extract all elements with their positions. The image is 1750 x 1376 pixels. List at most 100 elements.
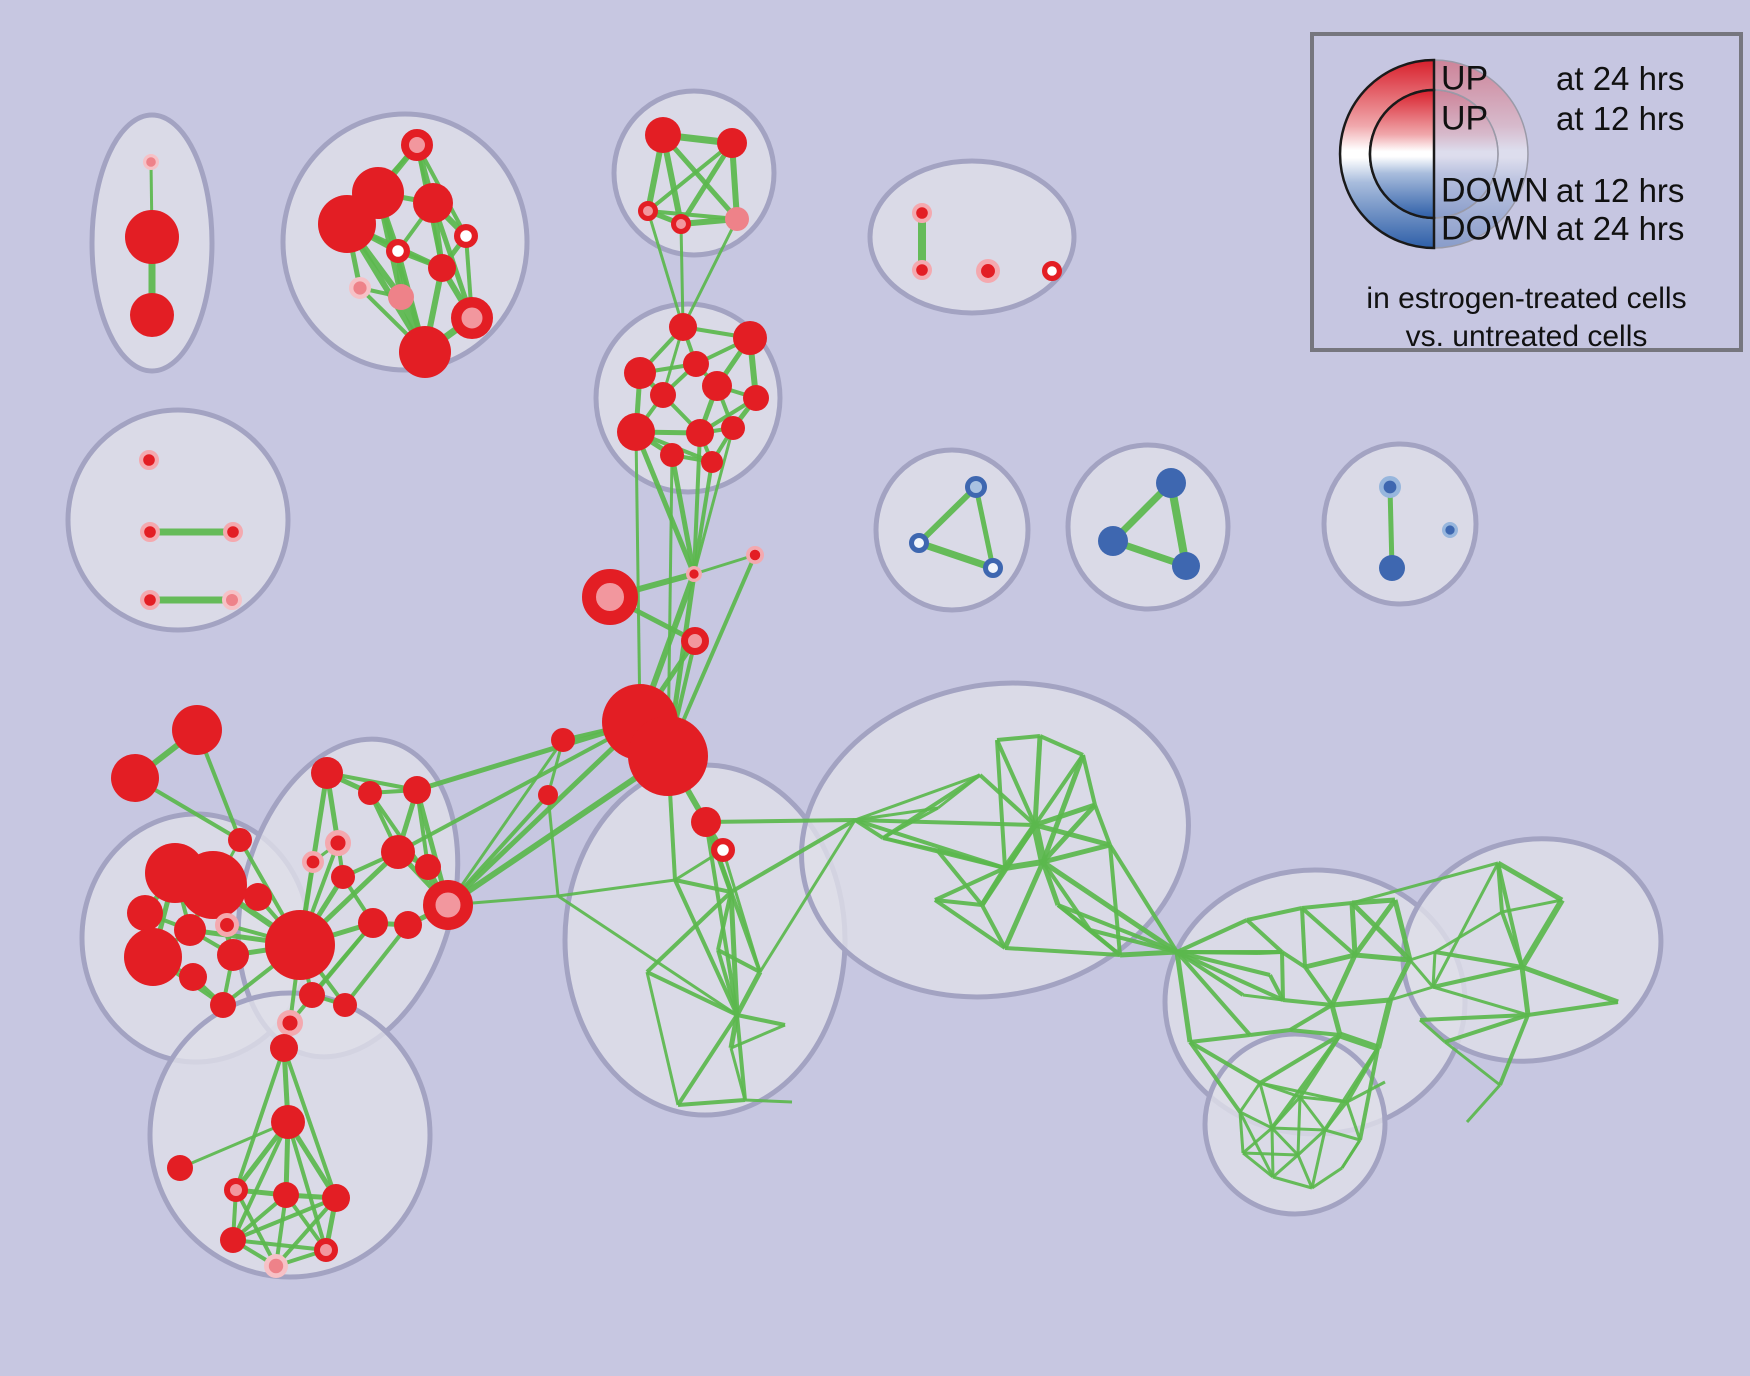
- node[interactable]: [650, 382, 676, 408]
- node[interactable]: [671, 214, 691, 234]
- edge: [1303, 965, 1334, 1007]
- node[interactable]: [333, 993, 357, 1017]
- node[interactable]: [270, 1034, 298, 1062]
- node[interactable]: [683, 351, 709, 377]
- edge: [735, 1014, 747, 1101]
- node[interactable]: [299, 982, 325, 1008]
- node[interactable]: [717, 128, 747, 158]
- node[interactable]: [721, 416, 745, 440]
- node[interactable]: [691, 807, 721, 837]
- node[interactable]: [685, 565, 702, 582]
- node[interactable]: [746, 546, 765, 565]
- legend-inner-right-half: [1433, 89, 1499, 219]
- node[interactable]: [743, 385, 769, 411]
- edge: [1358, 1047, 1380, 1141]
- node[interactable]: [385, 238, 410, 263]
- node[interactable]: [725, 207, 749, 231]
- node[interactable]: [263, 1254, 288, 1279]
- node[interactable]: [1172, 552, 1200, 580]
- node[interactable]: [172, 705, 222, 755]
- node[interactable]: [325, 829, 352, 856]
- node[interactable]: [428, 254, 456, 282]
- node[interactable]: [976, 258, 1001, 283]
- node[interactable]: [911, 260, 932, 281]
- node[interactable]: [617, 413, 655, 451]
- node[interactable]: [1379, 555, 1405, 581]
- node[interactable]: [273, 1182, 299, 1208]
- node[interactable]: [228, 828, 252, 852]
- node[interactable]: [210, 992, 236, 1018]
- node[interactable]: [358, 908, 388, 938]
- node[interactable]: [244, 883, 272, 911]
- node[interactable]: [681, 627, 709, 655]
- node[interactable]: [401, 129, 433, 161]
- node[interactable]: [127, 895, 163, 931]
- node[interactable]: [358, 781, 382, 805]
- node[interactable]: [271, 1105, 305, 1139]
- node[interactable]: [538, 785, 558, 805]
- node[interactable]: [143, 154, 160, 171]
- node[interactable]: [1156, 468, 1186, 498]
- node[interactable]: [624, 357, 656, 389]
- node[interactable]: [415, 854, 441, 880]
- node[interactable]: [702, 371, 732, 401]
- node[interactable]: [140, 589, 161, 610]
- node[interactable]: [167, 1155, 193, 1181]
- node[interactable]: [139, 450, 160, 471]
- node[interactable]: [220, 1227, 246, 1253]
- node[interactable]: [222, 590, 242, 610]
- node[interactable]: [413, 183, 453, 223]
- node[interactable]: [331, 865, 355, 889]
- node[interactable]: [394, 911, 422, 939]
- node[interactable]: [582, 569, 638, 625]
- node[interactable]: [628, 716, 708, 796]
- edge: [854, 806, 939, 822]
- node[interactable]: [174, 914, 206, 946]
- node[interactable]: [314, 1238, 338, 1262]
- node[interactable]: [111, 754, 159, 802]
- edge: [1040, 861, 1061, 906]
- node[interactable]: [179, 851, 247, 919]
- node[interactable]: [1442, 521, 1459, 538]
- node[interactable]: [710, 837, 735, 862]
- node[interactable]: [701, 451, 723, 473]
- node[interactable]: [311, 757, 343, 789]
- node[interactable]: [423, 880, 473, 930]
- node[interactable]: [217, 939, 249, 971]
- node[interactable]: [124, 928, 182, 986]
- node[interactable]: [318, 195, 376, 253]
- node[interactable]: [215, 913, 240, 938]
- node[interactable]: [349, 277, 372, 300]
- node[interactable]: [1379, 475, 1402, 498]
- edge: [1299, 1095, 1348, 1104]
- node[interactable]: [733, 321, 767, 355]
- node[interactable]: [140, 521, 161, 542]
- node[interactable]: [660, 443, 684, 467]
- node[interactable]: [130, 293, 174, 337]
- node[interactable]: [224, 1178, 248, 1202]
- node[interactable]: [388, 284, 414, 310]
- node[interactable]: [399, 326, 451, 378]
- node[interactable]: [911, 203, 932, 224]
- node[interactable]: [322, 1184, 350, 1212]
- node[interactable]: [638, 201, 658, 221]
- node[interactable]: [1041, 261, 1062, 282]
- node[interactable]: [451, 297, 493, 339]
- node[interactable]: [1098, 526, 1128, 556]
- node[interactable]: [453, 223, 478, 248]
- node[interactable]: [983, 558, 1003, 578]
- node[interactable]: [909, 533, 929, 553]
- node[interactable]: [223, 521, 244, 542]
- node[interactable]: [551, 728, 575, 752]
- node[interactable]: [179, 963, 207, 991]
- node[interactable]: [265, 910, 335, 980]
- node[interactable]: [645, 117, 681, 153]
- node[interactable]: [403, 776, 431, 804]
- node[interactable]: [964, 476, 987, 499]
- node[interactable]: [669, 313, 697, 341]
- node[interactable]: [277, 1009, 304, 1036]
- node[interactable]: [301, 850, 324, 873]
- node[interactable]: [125, 210, 179, 264]
- node[interactable]: [686, 419, 714, 447]
- node[interactable]: [381, 835, 415, 869]
